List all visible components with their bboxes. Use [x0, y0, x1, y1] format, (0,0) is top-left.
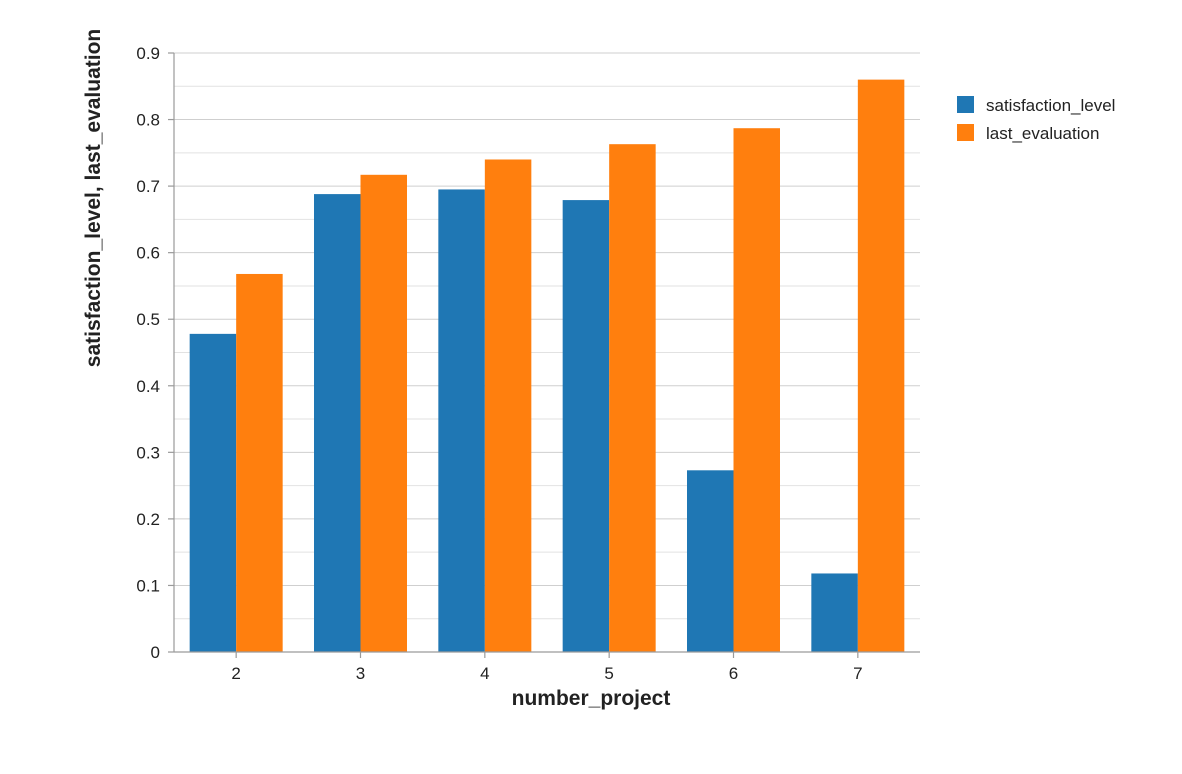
legend: satisfaction_level last_evaluation: [957, 96, 1115, 143]
y-tick-label: 0.4: [136, 377, 160, 396]
x-tick-label: 7: [853, 664, 862, 683]
y-tick-label: 0.8: [136, 111, 160, 130]
y-tick-label: 0.6: [136, 244, 160, 263]
y-axis-title: satisfaction_level, last_evaluation: [82, 29, 105, 367]
bar-last-evaluation-3: [360, 174, 407, 652]
y-tick-label: 0.1: [136, 576, 160, 595]
y-tick-label: 0.3: [136, 443, 160, 462]
grid: [174, 52, 920, 653]
legend-label-last-evaluation: last_evaluation: [986, 124, 1099, 143]
y-tick-label: 0.7: [136, 177, 160, 196]
bar-last-evaluation-5: [609, 144, 656, 653]
bar-last-evaluation-2: [236, 273, 283, 652]
bar-satisfaction-level-3: [314, 194, 361, 652]
bar-last-evaluation-4: [484, 159, 532, 652]
bar-last-evaluation-6: [733, 128, 780, 653]
y-tick-label: 0.5: [136, 310, 160, 329]
y-tick-label: 0.2: [136, 510, 160, 529]
y-tick-label: 0.9: [136, 44, 160, 63]
x-tick-label: 4: [480, 664, 489, 683]
x-tick-label: 5: [604, 664, 613, 683]
y-tick-label: 0: [151, 643, 160, 662]
bars: [189, 79, 905, 653]
legend-swatch-satisfaction-level: [957, 96, 974, 113]
legend-swatch-last-evaluation: [957, 124, 974, 141]
legend-label-satisfaction-level: satisfaction_level: [986, 96, 1115, 115]
x-tick-label: 6: [729, 664, 738, 683]
bar-satisfaction-level-7: [811, 573, 858, 652]
axes: 0 0.1 0.2 0.3 0.4 0.5 0.6 0.7 0.8 0.9 2 3 4 5 6 7: [136, 44, 920, 683]
x-axis-title: number_project: [512, 687, 671, 710]
x-tick-label: 3: [356, 664, 365, 683]
bar-satisfaction-level-6: [687, 470, 734, 652]
x-tick-label: 2: [231, 664, 240, 683]
bar-satisfaction-level-5: [562, 200, 610, 653]
bar-satisfaction-level-2: [189, 333, 237, 652]
bar-last-evaluation-7: [857, 79, 905, 653]
bar-satisfaction-level-4: [438, 189, 485, 652]
